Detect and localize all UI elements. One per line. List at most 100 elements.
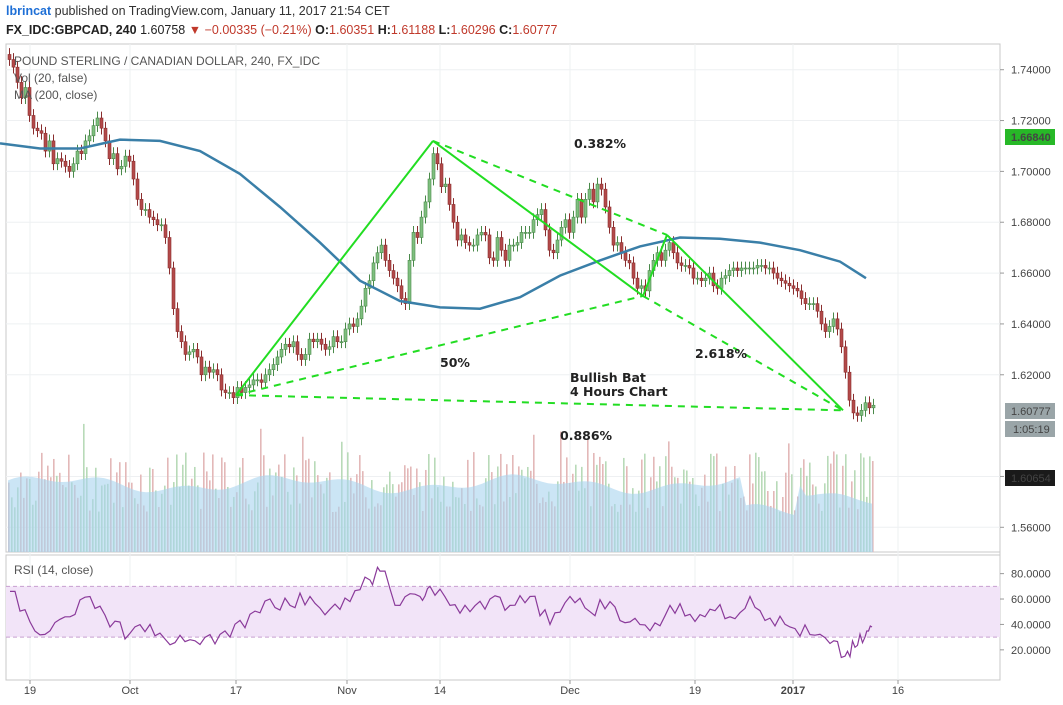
candle-body	[383, 244, 388, 261]
time-tick-label: 2017	[781, 685, 805, 697]
candle-body	[11, 59, 16, 68]
candle-body	[247, 384, 252, 388]
candle-body	[371, 262, 376, 282]
volume-bar	[749, 454, 751, 552]
high-label: H:	[377, 23, 391, 37]
volume-bar	[785, 472, 787, 552]
chart-canvas[interactable]: 0.382% 50% 2.618% 0.886% Bullish Bat 4 H…	[0, 42, 1063, 705]
candle-body	[215, 369, 220, 376]
candle-body	[751, 267, 756, 270]
timer-tag	[1005, 421, 1055, 437]
candle-body	[59, 158, 64, 162]
volume-bar	[755, 452, 757, 552]
ratio-50-label: 50%	[440, 355, 470, 370]
candle-body	[447, 183, 452, 205]
candle-body	[759, 265, 764, 267]
candle-body	[255, 379, 260, 382]
time-axis-ticks: 19 Oct 17 Nov 14 Dec 19 2017 16	[24, 680, 904, 697]
time-tick-label: 19	[689, 685, 701, 697]
price-tick-label: 1.74000	[1011, 65, 1051, 77]
candle-body	[543, 209, 548, 231]
candle-body	[135, 178, 140, 200]
candle-body	[491, 257, 496, 261]
candle-body	[299, 354, 304, 360]
price-tick-label: 1.62000	[1011, 370, 1051, 382]
volume-price-tag	[1005, 470, 1055, 486]
pattern-ratio-line	[235, 394, 844, 412]
candle-body	[731, 267, 736, 271]
price-tick-label: 1.70000	[1011, 166, 1051, 178]
candle-body	[755, 265, 760, 269]
volume-price-tag-text: 1.60654	[1011, 473, 1051, 485]
candle-body	[395, 277, 400, 287]
candle-body	[171, 267, 176, 309]
candle-body	[315, 338, 320, 343]
candle-body	[787, 282, 792, 287]
candle-body	[559, 227, 564, 241]
candle-body	[291, 341, 296, 348]
candle-body	[251, 379, 256, 386]
candle-body	[843, 346, 848, 373]
author-link[interactable]: lbrincat	[6, 4, 52, 18]
candle-body	[611, 227, 616, 246]
candle-body	[487, 234, 492, 259]
candle-body	[635, 277, 640, 289]
price-tick-label: 1.64000	[1011, 319, 1051, 331]
candle-body	[463, 234, 468, 243]
close-label: C:	[499, 23, 513, 37]
ma-legend[interactable]: MA (200, close)	[14, 88, 97, 102]
high-value: 1.61188	[390, 23, 436, 37]
rsi-tick-label: 60.0000	[1011, 594, 1051, 606]
candle-body	[271, 364, 276, 370]
candle-body	[791, 285, 796, 289]
candle-body	[835, 318, 840, 330]
chart-header: lbrincat published on TradingView.com, J…	[0, 0, 1063, 42]
candle-body	[307, 338, 312, 355]
candle-body	[779, 277, 784, 282]
candle-body	[379, 244, 384, 254]
candle-body	[267, 369, 272, 376]
candle-body	[555, 239, 560, 254]
rsi-tick-label: 20.0000	[1011, 645, 1051, 657]
candle-body	[55, 158, 60, 165]
candle-body	[495, 237, 500, 261]
candle-body	[391, 270, 396, 279]
candle-body	[679, 262, 684, 266]
candle-body	[627, 260, 632, 264]
candle-body	[127, 155, 132, 162]
candle-body	[287, 343, 292, 348]
candle-body	[163, 224, 168, 238]
time-tick-label: Nov	[337, 685, 357, 697]
candle-body	[807, 303, 812, 305]
candle-body	[7, 54, 12, 60]
candle-body	[27, 87, 32, 116]
last-price-tag	[1005, 403, 1055, 419]
time-tick-label: Oct	[121, 685, 138, 697]
candle-body	[431, 153, 436, 180]
candle-body	[747, 267, 752, 270]
price-tick-label: 1.56000	[1011, 522, 1051, 534]
candle-body	[207, 366, 212, 373]
candle-body	[263, 374, 268, 383]
candle-body	[347, 323, 352, 330]
candle-body	[203, 366, 208, 376]
last-price: 1.60758	[140, 23, 186, 37]
candle-body	[675, 252, 680, 264]
rsi-legend[interactable]: RSI (14, close)	[14, 563, 93, 577]
vol-legend[interactable]: Vol (20, false)	[14, 71, 87, 85]
grid	[6, 44, 1000, 680]
candle-body	[819, 310, 824, 325]
candle-body	[815, 303, 820, 312]
candle-body	[327, 346, 332, 350]
volume-ma-area	[8, 474, 873, 552]
candle-body	[691, 267, 696, 279]
candle-body	[599, 183, 604, 190]
candle-body	[43, 132, 48, 152]
candle-body	[615, 242, 620, 246]
main-legend[interactable]: POUND STERLING / CANADIAN DOLLAR, 240, F…	[14, 54, 320, 68]
bat-pattern	[235, 139, 844, 412]
candle-body	[15, 66, 20, 83]
candle-body	[139, 199, 144, 210]
candle-body	[775, 272, 780, 279]
down-arrow-icon: ▼	[188, 23, 202, 37]
